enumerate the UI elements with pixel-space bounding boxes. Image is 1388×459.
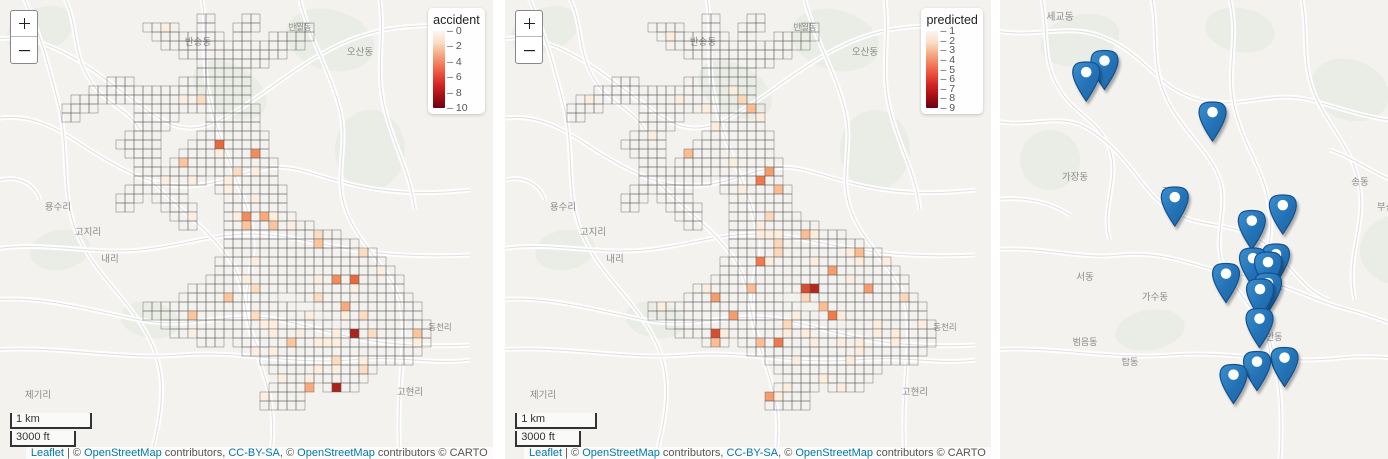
svg-text:제기리: 제기리 bbox=[530, 390, 556, 401]
svg-text:고현리: 고현리 bbox=[902, 387, 928, 398]
svg-text:반월동: 반월동 bbox=[793, 22, 817, 32]
svg-text:용수리: 용수리 bbox=[550, 202, 576, 213]
svg-text:반송동: 반송동 bbox=[690, 37, 716, 48]
svg-text:가장동: 가장동 bbox=[1062, 172, 1088, 183]
svg-text:내리: 내리 bbox=[101, 254, 118, 265]
svg-text:탑동: 탑동 bbox=[1122, 356, 1139, 367]
svg-text:고지리: 고지리 bbox=[580, 227, 606, 238]
svg-text:오산동: 오산동 bbox=[347, 47, 373, 58]
svg-text:서동: 서동 bbox=[1076, 272, 1094, 283]
svg-text:송동: 송동 bbox=[1351, 177, 1369, 188]
svg-text:제기리: 제기리 bbox=[25, 390, 51, 401]
svg-text:세교동: 세교동 bbox=[1046, 11, 1074, 23]
svg-text:반월동: 반월동 bbox=[288, 22, 312, 32]
svg-text:범음동: 범음동 bbox=[1073, 337, 1098, 347]
svg-text:반송동: 반송동 bbox=[185, 37, 211, 48]
svg-text:고현리: 고현리 bbox=[397, 387, 423, 398]
svg-text:부산동: 부산동 bbox=[1377, 202, 1388, 213]
svg-text:내리: 내리 bbox=[606, 254, 623, 265]
svg-text:오산동: 오산동 bbox=[852, 47, 878, 58]
svg-text:동천리: 동천리 bbox=[428, 322, 451, 332]
svg-text:용수리: 용수리 bbox=[45, 202, 71, 213]
svg-text:동천리: 동천리 bbox=[933, 322, 956, 332]
svg-text:가수동: 가수동 bbox=[1142, 292, 1168, 303]
svg-text:고지리: 고지리 bbox=[75, 227, 101, 238]
